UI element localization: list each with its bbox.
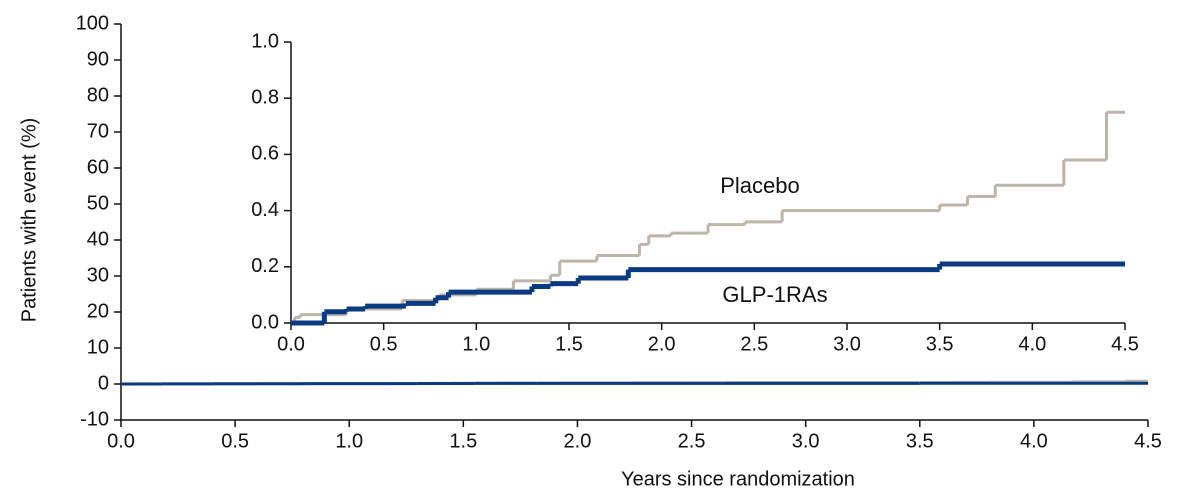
series-label: GLP-1RAs — [722, 282, 827, 307]
x-tick-label: 2.5 — [740, 333, 768, 355]
x-axis-label: Years since randomization — [621, 468, 855, 490]
x-tick-label: 3.5 — [926, 333, 954, 355]
x-tick-label: 4.0 — [1018, 333, 1046, 355]
y-tick-label: 80 — [87, 84, 109, 106]
x-tick-label: 4.5 — [1134, 430, 1162, 452]
x-tick-label: 1.5 — [555, 333, 583, 355]
y-tick-label: 0.2 — [251, 255, 279, 277]
y-tick-label: 40 — [87, 228, 109, 250]
x-tick-label: 3.0 — [833, 333, 861, 355]
x-tick-label: 0.5 — [221, 430, 249, 452]
x-tick-label: 2.5 — [678, 430, 706, 452]
x-tick-label: 0.0 — [277, 333, 305, 355]
x-tick-label: 1.0 — [462, 333, 490, 355]
x-tick-label: 1.5 — [449, 430, 477, 452]
x-tick-label: 0.0 — [107, 430, 135, 452]
series-label: Placebo — [720, 173, 800, 198]
y-tick-label: 100 — [76, 12, 109, 34]
y-tick-label: 0.6 — [251, 143, 279, 165]
y-tick-label: 0 — [98, 372, 109, 394]
x-tick-label: 0.5 — [370, 333, 398, 355]
y-tick-label: 20 — [87, 300, 109, 322]
y-axis-label: Patients with event (%) — [18, 118, 40, 323]
y-tick-label: 0.4 — [251, 199, 279, 221]
y-tick-label: 60 — [87, 156, 109, 178]
y-tick-label: 70 — [87, 120, 109, 142]
y-tick-label: 10 — [87, 336, 109, 358]
x-tick-label: 4.5 — [1111, 333, 1139, 355]
x-tick-label: 3.0 — [792, 430, 820, 452]
y-tick-label: 30 — [87, 264, 109, 286]
y-tick-label: -10 — [80, 408, 109, 430]
x-tick-label: 2.0 — [648, 333, 676, 355]
x-tick-label: 1.0 — [335, 430, 363, 452]
y-tick-label: 90 — [87, 48, 109, 70]
x-tick-label: 3.5 — [906, 430, 934, 452]
x-tick-label: 4.0 — [1020, 430, 1048, 452]
y-tick-label: 1.0 — [251, 30, 279, 52]
y-tick-label: 50 — [87, 192, 109, 214]
y-tick-label: 0.8 — [251, 86, 279, 108]
x-tick-label: 2.0 — [564, 430, 592, 452]
y-tick-label: 0.0 — [251, 311, 279, 333]
